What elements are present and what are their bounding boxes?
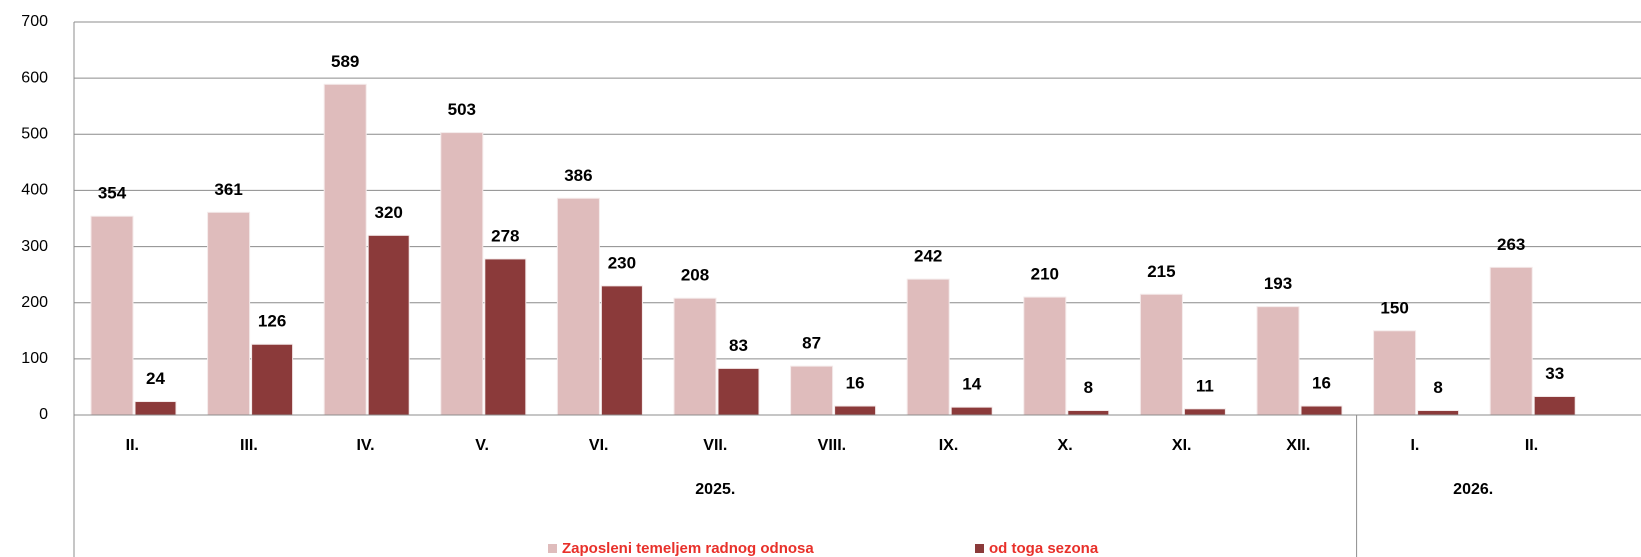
bar (1533, 395, 1576, 416)
bar (950, 406, 993, 416)
x-tick-label: V. (475, 437, 489, 454)
data-label: 83 (729, 336, 748, 355)
data-label: 503 (448, 100, 476, 119)
bar (1183, 408, 1226, 416)
y-tick-label: 600 (21, 69, 48, 86)
x-tick-label: II. (1525, 437, 1538, 454)
data-label: 361 (214, 180, 242, 199)
legend-swatch (975, 544, 984, 553)
bar (90, 215, 134, 416)
data-label: 8 (1084, 378, 1093, 397)
data-label: 14 (962, 375, 981, 394)
bar (1373, 330, 1417, 416)
bar (790, 365, 834, 416)
x-tick-label: I. (1410, 437, 1419, 454)
x-tick-label: II. (126, 437, 139, 454)
data-label: 8 (1433, 378, 1442, 397)
data-label: 16 (846, 374, 865, 393)
y-tick-label: 100 (21, 350, 48, 367)
data-label: 354 (98, 184, 127, 203)
data-label: 208 (681, 266, 709, 285)
data-label: 11 (1196, 376, 1214, 395)
data-label: 278 (491, 226, 519, 245)
x-tick-label: VI. (589, 437, 609, 454)
x-tick-label: XI. (1172, 437, 1192, 454)
x-tick-label: III. (240, 437, 258, 454)
group-label: 2026. (1453, 481, 1493, 498)
legend-label: od toga sezona (989, 540, 1099, 557)
x-tick-label: X. (1058, 437, 1073, 454)
y-tick-label: 700 (21, 13, 48, 30)
bar (134, 401, 177, 416)
x-tick-label: XII. (1286, 437, 1310, 454)
bar (323, 83, 367, 416)
bar (1417, 410, 1460, 416)
bar (440, 132, 484, 416)
bar (673, 297, 717, 416)
legend-label: Zaposleni temeljem radnog odnosa (562, 540, 814, 557)
bar (1256, 306, 1300, 416)
y-tick-label: 0 (39, 406, 48, 423)
data-label: 87 (802, 334, 821, 353)
bar (1489, 266, 1533, 416)
bar (556, 197, 600, 416)
bar (1023, 296, 1067, 416)
bar (207, 211, 251, 416)
x-tick-label: VIII. (818, 437, 846, 454)
bar (600, 285, 643, 416)
data-label: 230 (608, 253, 636, 272)
data-label: 242 (914, 247, 942, 266)
data-label: 589 (331, 52, 359, 71)
x-tick-label: IV. (356, 437, 374, 454)
data-label: 210 (1031, 265, 1059, 284)
bar (367, 234, 410, 416)
bar (834, 405, 877, 416)
data-label: 386 (564, 166, 592, 185)
data-label: 263 (1497, 235, 1525, 254)
bar (484, 258, 527, 416)
data-label: 320 (375, 203, 403, 222)
bar (1139, 293, 1183, 416)
x-tick-label: VII. (703, 437, 727, 454)
data-label: 126 (258, 312, 286, 331)
data-label: 215 (1147, 262, 1175, 281)
data-label: 16 (1312, 374, 1331, 393)
bar (1067, 410, 1110, 416)
bar (251, 343, 294, 416)
bar (1300, 405, 1343, 416)
y-tick-label: 400 (21, 182, 48, 199)
data-label: 193 (1264, 274, 1292, 293)
y-tick-label: 200 (21, 294, 48, 311)
group-label: 2025. (695, 481, 735, 498)
data-label: 150 (1380, 298, 1408, 317)
x-tick-label: IX. (939, 437, 959, 454)
data-label: 33 (1545, 364, 1564, 383)
legend-swatch (548, 544, 557, 553)
bar (717, 367, 760, 416)
data-label: 24 (146, 369, 165, 388)
y-tick-label: 300 (21, 238, 48, 255)
bar (906, 278, 950, 416)
y-tick-label: 500 (21, 126, 48, 143)
